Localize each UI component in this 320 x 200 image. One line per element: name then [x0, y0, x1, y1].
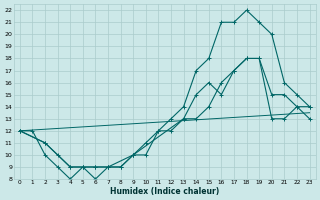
- X-axis label: Humidex (Indice chaleur): Humidex (Indice chaleur): [110, 187, 219, 196]
